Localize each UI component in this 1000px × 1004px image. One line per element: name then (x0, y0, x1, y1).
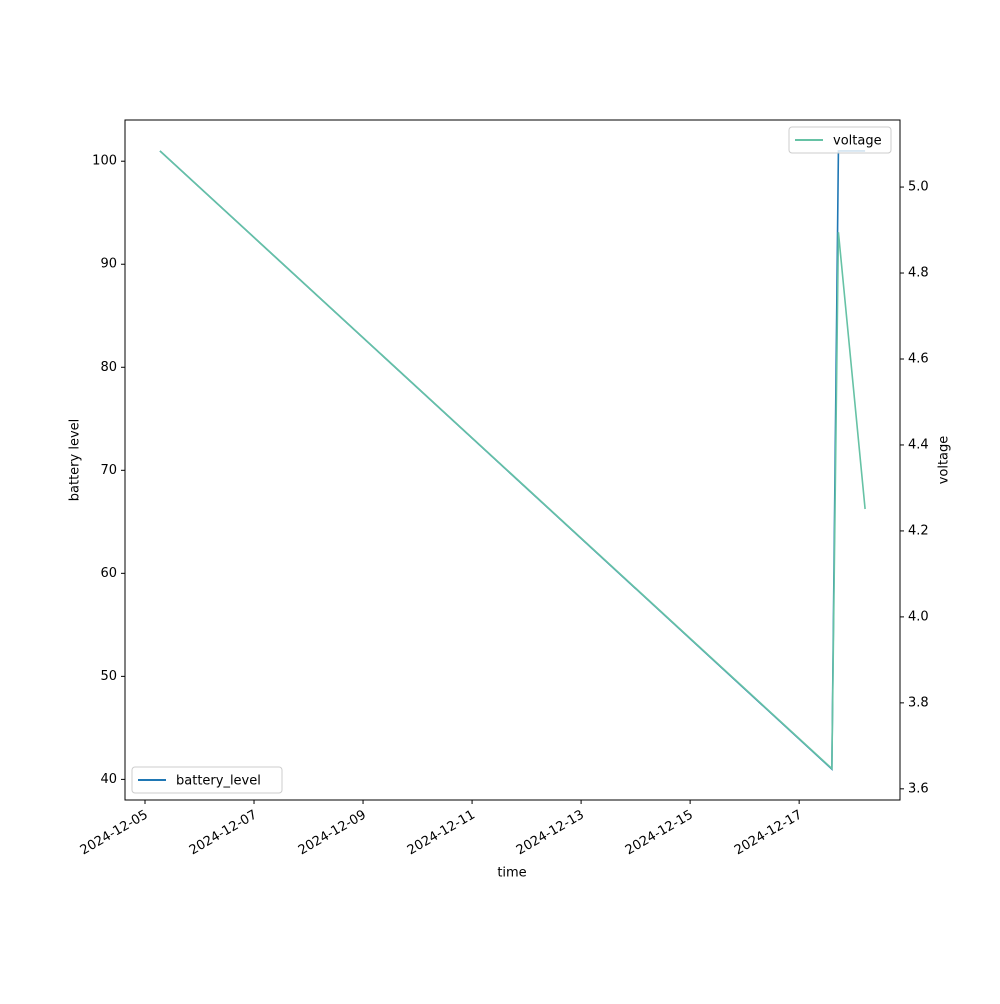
legend-box (788, 126, 892, 154)
x-tick-label: 2024-12-13 (514, 808, 587, 859)
legend: voltage (788, 126, 892, 154)
y2-tick-label: 4.0 (908, 609, 929, 624)
x-tick-label: 2024-12-09 (296, 808, 369, 859)
x-tick-label: 2024-12-15 (623, 808, 696, 859)
legend-label: voltage (833, 134, 882, 149)
y2-tick-label: 5.0 (908, 180, 929, 195)
series-line (159, 150, 866, 771)
x-axis-label: time (497, 866, 526, 881)
legend-box (131, 766, 283, 794)
x-tick-label: 2024-12-05 (78, 808, 151, 859)
y-axis-label: battery level (68, 419, 83, 502)
y2-tick-label: 4.2 (908, 523, 929, 538)
y2-axis-label: voltage (937, 436, 952, 485)
y-tick-label: 60 (100, 566, 117, 581)
x-tick-label: 2024-12-17 (732, 808, 805, 859)
legend-label: battery_level (176, 774, 261, 789)
y-tick-label: 80 (100, 360, 117, 375)
y2-tick-label: 3.8 (908, 695, 929, 710)
x-tick-label: 2024-12-11 (405, 808, 478, 859)
y2-tick-label: 4.8 (908, 266, 929, 281)
y2-tick-label: 3.6 (908, 781, 929, 796)
legend: battery_level (131, 766, 283, 794)
y-tick-label: 90 (100, 257, 117, 272)
x-tick-label: 2024-12-07 (187, 808, 260, 859)
y-tick-label: 70 (100, 463, 117, 478)
plot-frame (124, 119, 901, 801)
y-tick-label: 100 (92, 154, 117, 169)
y2-tick-label: 4.4 (908, 437, 929, 452)
series-line (159, 150, 866, 771)
y2-tick-label: 4.6 (908, 351, 929, 366)
y-tick-label: 50 (100, 669, 117, 684)
y-tick-label: 40 (100, 772, 117, 787)
